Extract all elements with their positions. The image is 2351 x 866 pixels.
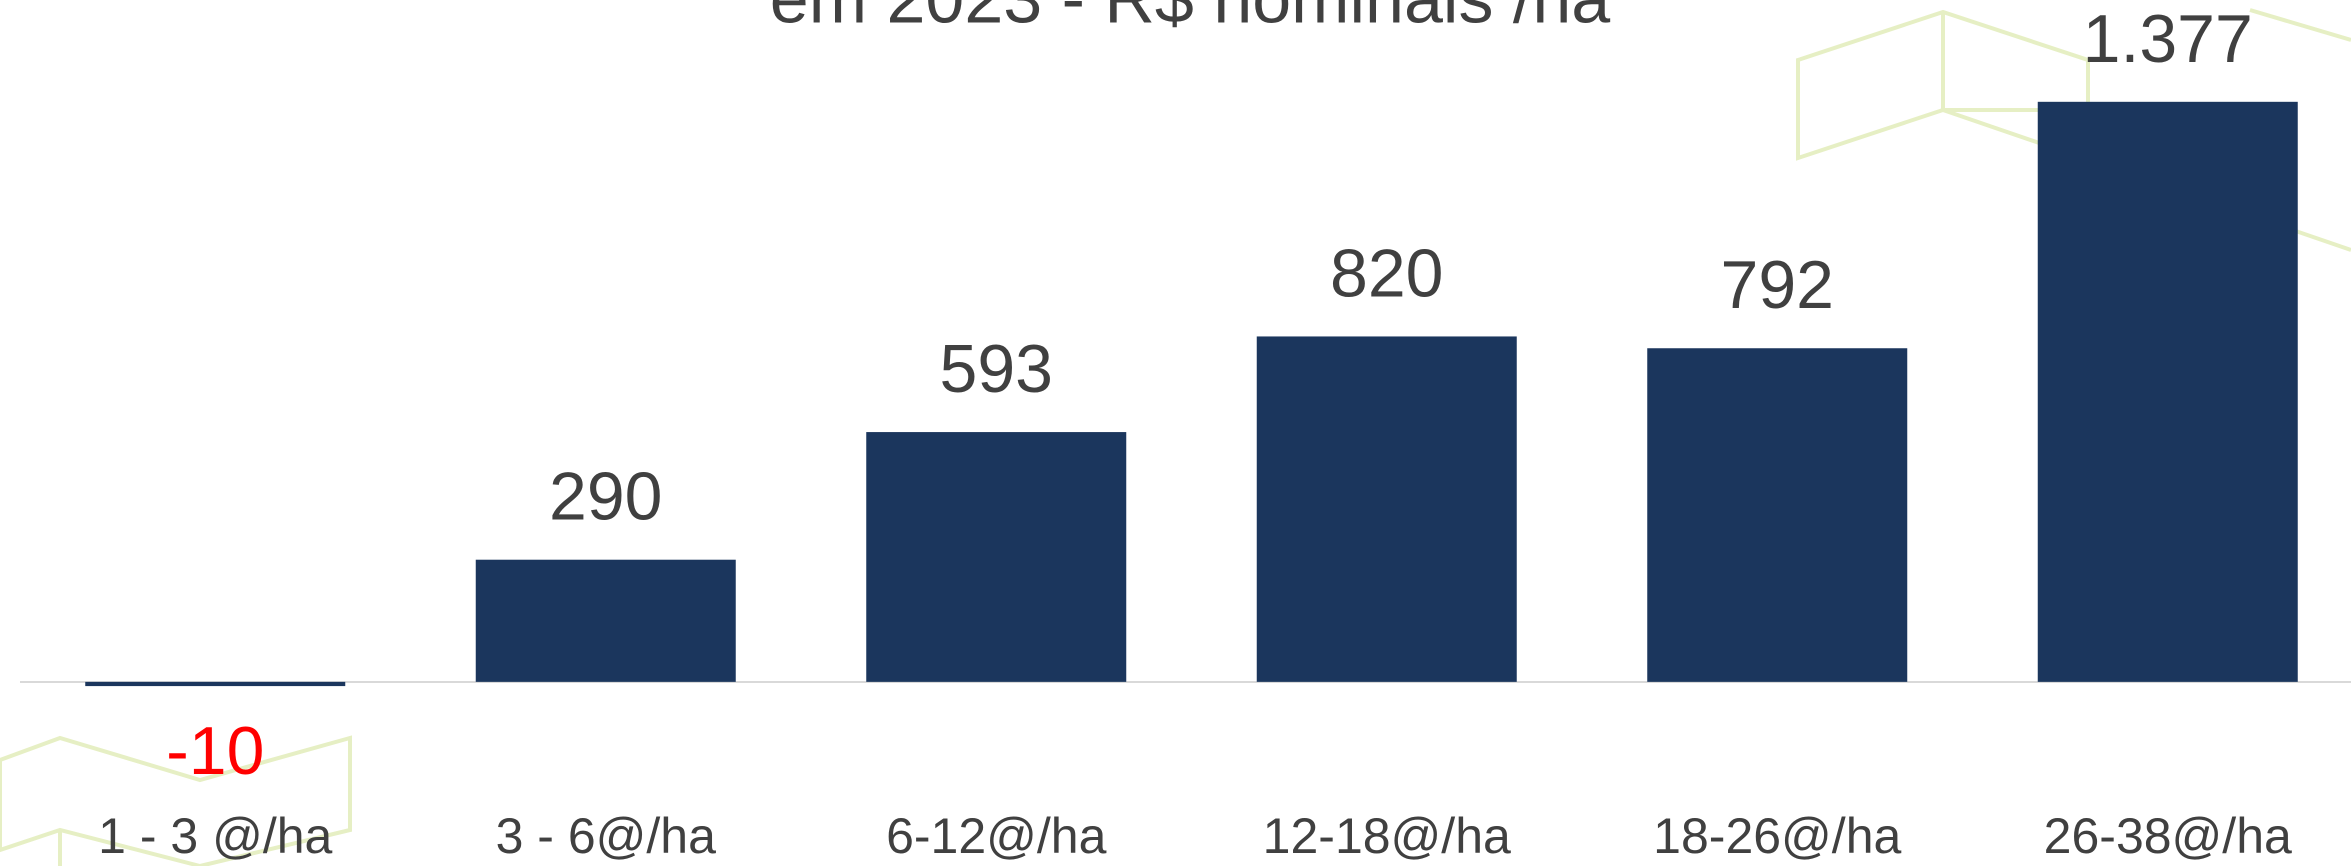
chart-title: em 2023 - R$ nominais /ha [770,0,1611,37]
bar [476,560,736,682]
bar [85,682,345,686]
x-tick-label: 12-18@/ha [1263,808,1511,864]
x-tick-label: 3 - 6@/ha [496,808,717,864]
value-label: 820 [1330,235,1443,311]
bar [2038,102,2298,682]
background-decoration [0,10,2351,866]
value-label: 1.377 [2083,1,2253,77]
bar [1257,336,1517,681]
chart: em 2023 - R$ nominais /ha 1 - 3 @/ha -10 3… [0,0,2351,866]
decoration-line [2250,10,2351,40]
value-label: 792 [1721,247,1834,323]
value-label: 290 [549,459,662,535]
x-tick-label: 1 - 3 @/ha [98,808,332,864]
x-tick-label: 6-12@/ha [886,808,1107,864]
x-tick-label: 18-26@/ha [1653,808,1901,864]
value-label: -10 [166,713,264,789]
x-tick-label: 26-38@/ha [2044,808,2292,864]
value-label: 593 [940,331,1053,407]
bar [1647,348,1907,682]
bar [866,432,1126,682]
